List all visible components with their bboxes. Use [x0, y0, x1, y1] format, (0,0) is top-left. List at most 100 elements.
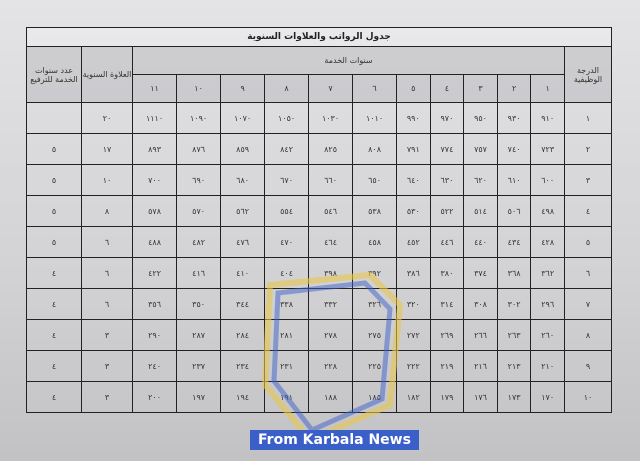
header-years-of-service: سنوات الخدمة [132, 46, 565, 75]
salary-cell: ٣٥٠ [176, 288, 222, 320]
salary-cell: ١٧٩ [429, 381, 465, 413]
table-row: ٩ ٢١٠ ٢١٣ ٢١٦ ٢١٩ ٢٢٢ ٢٢٥ ٢٢٨ ٢٣١ ٢٣٤ ٢٣٧ ٢٤٠ ٣ ٤ [26, 350, 612, 382]
salary-cell: ٢٩٠ [131, 319, 178, 351]
salary-cell: ٤٧٦ [220, 226, 266, 258]
salary-cell: ٨٩٣ [131, 133, 178, 165]
salary-cell: ٤٥٢ [396, 226, 431, 258]
grade-cell: ٦ [564, 257, 612, 289]
header-year-8: ٨ [264, 74, 310, 103]
grade-cell: ٨ [564, 319, 612, 351]
salary-cell: ٢٣٧ [176, 350, 222, 382]
salary-cell: ٣٠٢ [496, 288, 532, 320]
salary-cell: ٥٦٢ [220, 195, 266, 227]
table-row: ٥ ٤٢٨ ٤٣٤ ٤٤٠ ٤٤٦ ٤٥٢ ٤٥٨ ٤٦٤ ٤٧٠ ٤٧٦ ٤٨٢ ٤٨٨ ٦ ٥ [26, 226, 612, 258]
salary-cell: ٥٥٤ [264, 195, 310, 227]
salary-cell: ٩٧٠ [429, 102, 465, 134]
salary-cell: ٣٣٢ [308, 288, 354, 320]
salary-cell: ٩١٠ [530, 102, 565, 134]
salary-cell: ٢٨٤ [220, 319, 266, 351]
table-row: ٧ ٢٩٦ ٣٠٢ ٣٠٨ ٣١٤ ٣٢٠ ٣٢٦ ٣٣٢ ٣٣٨ ٣٤٤ ٣٥٠ ٣٥٦ ٦ ٤ [26, 288, 612, 320]
salary-cell: ٢٦٩ [429, 319, 465, 351]
salary-cell: ٤٤٦ [429, 226, 465, 258]
salary-cell: ٥٠٦ [496, 195, 532, 227]
salary-cell: ٦٨٠ [220, 164, 266, 196]
salary-cell: ٣٧٤ [463, 257, 498, 289]
salary-table: جدول الرواتب والعلاوات السنوية الدرجة ال… [26, 27, 612, 413]
salary-cell: ٤٢٢ [131, 257, 178, 289]
salary-cell: ٢١٠ [530, 350, 565, 382]
salary-cell: ٧٢٣ [530, 133, 565, 165]
salary-cell: ٢٧٥ [352, 319, 398, 351]
salary-cell: ٣٨٠ [429, 257, 465, 289]
salary-cell: ١٧٦ [463, 381, 498, 413]
salary-cell: ٧٠٠ [131, 164, 178, 196]
table-row: ٤ ٤٩٨ ٥٠٦ ٥١٤ ٥٢٢ ٥٣٠ ٥٣٨ ٥٤٦ ٥٥٤ ٥٦٢ ٥٧٠ ٥٧٨ ٨ ٥ [26, 195, 612, 227]
allowance-cell: ٨ [81, 195, 133, 227]
grade-cell: ٤ [564, 195, 612, 227]
salary-cell: ٦٦٠ [308, 164, 354, 196]
salary-cell: ٤٣٤ [496, 226, 532, 258]
salary-cell: ٢٧٨ [308, 319, 354, 351]
salary-cell: ٣٠٨ [463, 288, 498, 320]
promotion-cell: ٥ [26, 133, 82, 165]
salary-cell: ٣٢٦ [352, 288, 398, 320]
salary-cell: ٢٢٨ [308, 350, 354, 382]
salary-cell: ٤٨٨ [131, 226, 178, 258]
grade-cell: ٩ [564, 350, 612, 382]
salary-cell: ٦٤٠ [396, 164, 431, 196]
salary-cell: ٢٠٠ [131, 381, 178, 413]
salary-cell: ١٧٣ [496, 381, 532, 413]
promotion-cell: ٥ [26, 164, 82, 196]
salary-cell: ٣٩٢ [352, 257, 398, 289]
allowance-cell: ٣ [81, 350, 133, 382]
salary-cell: ٣٩٨ [308, 257, 354, 289]
salary-cell: ٨٥٩ [220, 133, 266, 165]
salary-cell: ٨٠٨ [352, 133, 398, 165]
salary-cell: ٢٤٠ [131, 350, 178, 382]
promotion-cell: ٥ [26, 195, 82, 227]
table-row: ٨ ٢٦٠ ٢٦٣ ٢٦٦ ٢٦٩ ٢٧٢ ٢٧٥ ٢٧٨ ٢٨١ ٢٨٤ ٢٨٧ ٢٩٠ ٣ ٤ [26, 319, 612, 351]
promotion-cell: ٤ [26, 288, 82, 320]
salary-cell: ٨٢٥ [308, 133, 354, 165]
header-row: الدرجة الوظيفية سنوات الخدمة العلاوة الس… [26, 46, 612, 103]
salary-cell: ٦٢٠ [463, 164, 498, 196]
promotion-cell: ٤ [26, 381, 82, 413]
header-year-1: ١ [530, 74, 565, 103]
salary-cell: ٢٢٥ [352, 350, 398, 382]
salary-cell: ٤٤٠ [463, 226, 498, 258]
salary-cell: ٣٨٦ [396, 257, 431, 289]
salary-cell: ٥٤٦ [308, 195, 354, 227]
promotion-cell: ٥ [26, 226, 82, 258]
salary-cell: ٧٧٤ [429, 133, 465, 165]
salary-cell: ١٠١٠ [352, 102, 398, 134]
table-row: ١٠ ١٧٠ ١٧٣ ١٧٦ ١٧٩ ١٨٢ ١٨٥ ١٨٨ ١٩١ ١٩٤ ١٩٧ ٢٠٠ ٣ ٤ [26, 381, 612, 413]
salary-cell: ٨٤٢ [264, 133, 310, 165]
salary-cell: ٣٣٨ [264, 288, 310, 320]
salary-cell: ٥٢٢ [429, 195, 465, 227]
salary-cell: ٤٨٢ [176, 226, 222, 258]
header-year-7: ٧ [308, 74, 354, 103]
promotion-cell: ٤ [26, 257, 82, 289]
salary-cell: ١٨٥ [352, 381, 398, 413]
salary-cell: ١٧٠ [530, 381, 565, 413]
table-row: ٢ ٧٢٣ ٧٤٠ ٧٥٧ ٧٧٤ ٧٩١ ٨٠٨ ٨٢٥ ٨٤٢ ٨٥٩ ٨٧٦ ٨٩٣ ١٧ ٥ [26, 133, 612, 165]
promotion-cell: ٤ [26, 350, 82, 382]
salary-cell: ٤٦٤ [308, 226, 354, 258]
allowance-cell: ٦ [81, 226, 133, 258]
salary-cell: ٤٠٤ [264, 257, 310, 289]
header-grade: الدرجة الوظيفية [564, 46, 612, 103]
salary-cell: ١١١٠ [131, 102, 178, 134]
salary-cell: ١٨٨ [308, 381, 354, 413]
salary-cell: ٣٢٠ [396, 288, 431, 320]
salary-cell: ٤١٦ [176, 257, 222, 289]
promotion-cell: ٤ [26, 319, 82, 351]
promotion-cell [26, 102, 82, 134]
salary-cell: ٣٦٨ [496, 257, 532, 289]
table-row: ٣ ٦٠٠ ٦١٠ ٦٢٠ ٦٣٠ ٦٤٠ ٦٥٠ ٦٦٠ ٦٧٠ ٦٨٠ ٦٩٠ ٧٠٠ ١٠ ٥ [26, 164, 612, 196]
salary-cell: ٩٩٠ [396, 102, 431, 134]
salary-cell: ٢٩٦ [530, 288, 565, 320]
grade-cell: ١٠ [564, 381, 612, 413]
grade-cell: ٣ [564, 164, 612, 196]
header-year-4: ٤ [429, 74, 465, 103]
salary-cell: ٥١٤ [463, 195, 498, 227]
